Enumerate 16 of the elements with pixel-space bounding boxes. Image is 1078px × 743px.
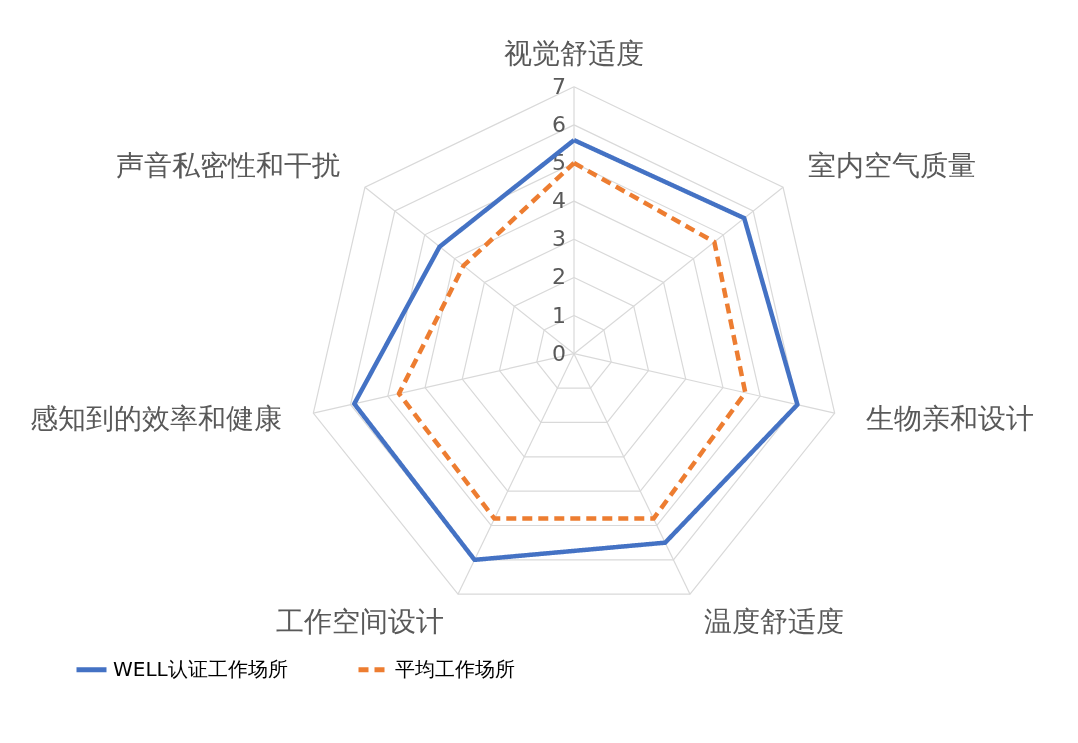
y-tick-label: 1 — [551, 302, 566, 328]
legend-label: WELL认证工作场所 — [113, 656, 288, 681]
spoke-label: 室内空气质量 — [808, 149, 977, 183]
spoke-label: 声音私密性和干扰 — [115, 149, 340, 183]
spoke-label: 感知到的效率和健康 — [30, 402, 283, 436]
y-tick-label: 4 — [551, 188, 566, 214]
spoke-label: 视觉舒适度 — [504, 36, 644, 70]
y-tick-label: 2 — [551, 264, 566, 290]
spoke-label: 温度舒适度 — [703, 605, 844, 639]
y-tick-label: 3 — [551, 226, 566, 252]
spoke-label: 生物亲和设计 — [865, 402, 1034, 436]
legend-label: 平均工作场所 — [395, 656, 515, 681]
y-tick-label: 6 — [551, 111, 566, 137]
y-tick-label: 0 — [551, 340, 566, 366]
spoke-label: 工作空间设计 — [276, 605, 445, 639]
y-tick-label: 7 — [551, 73, 566, 99]
